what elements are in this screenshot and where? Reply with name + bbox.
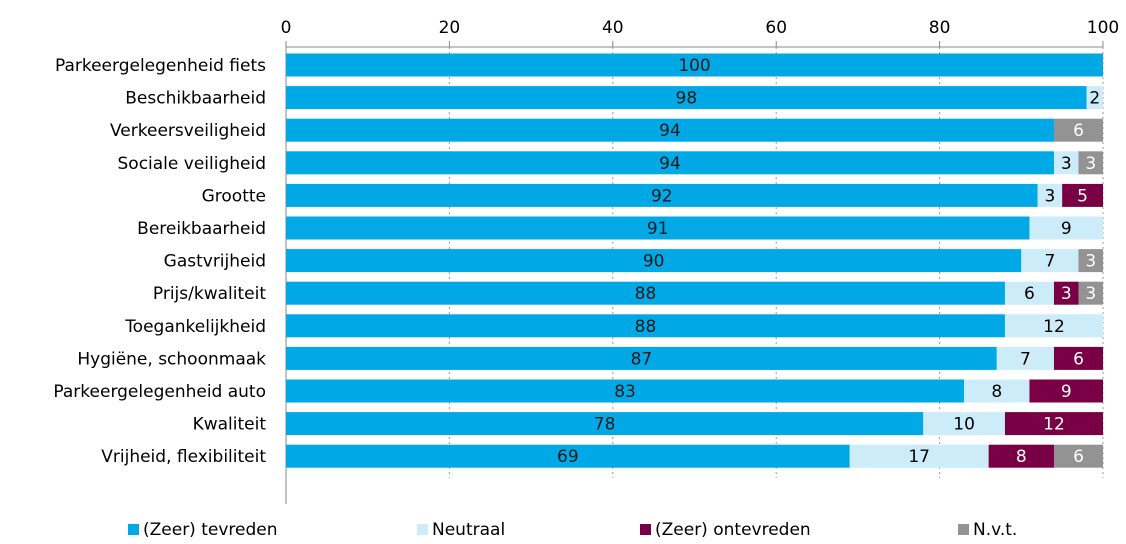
- bar-segment: [1004, 314, 1103, 338]
- bar-segment: [286, 249, 1022, 273]
- bar-segment: [1037, 183, 1063, 207]
- category-label: Toegankelijkheid: [124, 317, 266, 337]
- bar-segment: [1086, 86, 1103, 110]
- bar-segment: [1078, 249, 1103, 273]
- bar-segment: [1053, 281, 1079, 305]
- category-label: Hygiëne, schoonmaak: [77, 349, 266, 369]
- data-label: 3: [1061, 154, 1072, 174]
- bar-segment: [286, 151, 1054, 175]
- data-label: 8: [991, 382, 1002, 402]
- category-label: Bereikbaarheid: [137, 219, 266, 239]
- data-label: 12: [1043, 415, 1065, 435]
- data-label: 87: [631, 349, 653, 369]
- bar-segment: [286, 379, 965, 403]
- data-label: 6: [1024, 284, 1035, 304]
- bar-segment: [1078, 281, 1103, 305]
- category-label: Parkeergelegenheid auto: [53, 382, 266, 402]
- data-label: 88: [635, 317, 657, 337]
- data-label: 9: [1061, 219, 1072, 239]
- data-label: 94: [659, 121, 681, 141]
- bar-segment: [286, 216, 1030, 240]
- legend-label: Neutraal: [432, 520, 505, 540]
- data-label: 6: [1073, 121, 1084, 141]
- legend-label: (Zeer) tevreden: [143, 520, 278, 540]
- data-label: 5: [1077, 186, 1088, 206]
- bar-segment: [1029, 379, 1103, 403]
- legend-swatch: [417, 524, 428, 535]
- data-label: 3: [1085, 252, 1096, 272]
- data-label: 6: [1073, 447, 1084, 467]
- data-label: 12: [1043, 317, 1065, 337]
- data-label: 7: [1020, 349, 1031, 369]
- bar-segment: [849, 444, 989, 468]
- bar-segment: [964, 379, 1030, 403]
- bar-segment: [1053, 118, 1103, 142]
- data-label: 17: [908, 447, 930, 467]
- x-tick-label: 100: [1087, 18, 1119, 38]
- x-tick-label: 60: [765, 18, 787, 38]
- bar-segment: [988, 444, 1054, 468]
- data-label: 9: [1061, 382, 1072, 402]
- legend-swatch: [958, 524, 969, 535]
- data-label: 3: [1085, 154, 1096, 174]
- bar-segment: [1029, 216, 1103, 240]
- data-label: 94: [659, 154, 681, 174]
- bar-segment: [1053, 346, 1103, 370]
- category-label: Beschikbaarheid: [125, 89, 266, 109]
- bar-segment: [1053, 151, 1079, 175]
- data-label: 100: [678, 56, 710, 76]
- legend-label: (Zeer) ontevreden: [655, 520, 811, 540]
- data-label: 90: [643, 252, 665, 272]
- data-label: 88: [635, 284, 657, 304]
- bar-segment: [1078, 151, 1103, 175]
- category-label: Kwaliteit: [193, 415, 267, 435]
- data-label: 83: [614, 382, 636, 402]
- data-label: 91: [647, 219, 669, 239]
- bar-segment: [286, 118, 1054, 142]
- bar-segment: [286, 314, 1005, 338]
- data-label: 6: [1073, 349, 1084, 369]
- bar-segment: [996, 346, 1054, 370]
- bar-segment: [286, 183, 1038, 207]
- bar-segment: [286, 346, 997, 370]
- bar-segment: [923, 412, 1005, 436]
- category-label: Verkeersveiligheid: [110, 121, 266, 141]
- bar-segment: [286, 444, 850, 468]
- data-label: 3: [1085, 284, 1096, 304]
- legend-label: N.v.t.: [973, 520, 1017, 540]
- legend-swatch: [640, 524, 651, 535]
- x-tick-label: 80: [929, 18, 951, 38]
- bar-segment: [1004, 412, 1103, 436]
- data-label: 78: [594, 415, 616, 435]
- data-label: 3: [1044, 186, 1055, 206]
- data-label: 8: [1016, 447, 1027, 467]
- legend-swatch: [128, 524, 139, 535]
- bar-segment: [286, 86, 1087, 110]
- bar-segment: [286, 281, 1005, 305]
- data-label: 3: [1061, 284, 1072, 304]
- x-tick-label: 20: [439, 18, 461, 38]
- category-label: Vrijheid, flexibiliteit: [101, 447, 266, 467]
- bar-segment: [1053, 444, 1103, 468]
- data-label: 10: [953, 415, 975, 435]
- x-tick-label: 0: [281, 18, 292, 38]
- bar-segment: [1062, 183, 1103, 207]
- data-label: 2: [1089, 89, 1100, 109]
- bar-segment: [286, 53, 1103, 77]
- data-label: 69: [557, 447, 579, 467]
- category-label: Parkeergelegenheid fiets: [55, 56, 266, 76]
- data-label: 7: [1044, 252, 1055, 272]
- category-label: Grootte: [202, 186, 266, 206]
- bar-segment: [1021, 249, 1079, 273]
- category-label: Gastvrijheid: [164, 252, 266, 272]
- bar-segment: [286, 412, 924, 436]
- x-tick-label: 40: [602, 18, 624, 38]
- data-label: 92: [651, 186, 673, 206]
- bar-segment: [1004, 281, 1054, 305]
- category-label: Prijs/kwaliteit: [153, 284, 266, 304]
- category-label: Sociale veiligheid: [118, 154, 267, 174]
- data-label: 98: [676, 89, 698, 109]
